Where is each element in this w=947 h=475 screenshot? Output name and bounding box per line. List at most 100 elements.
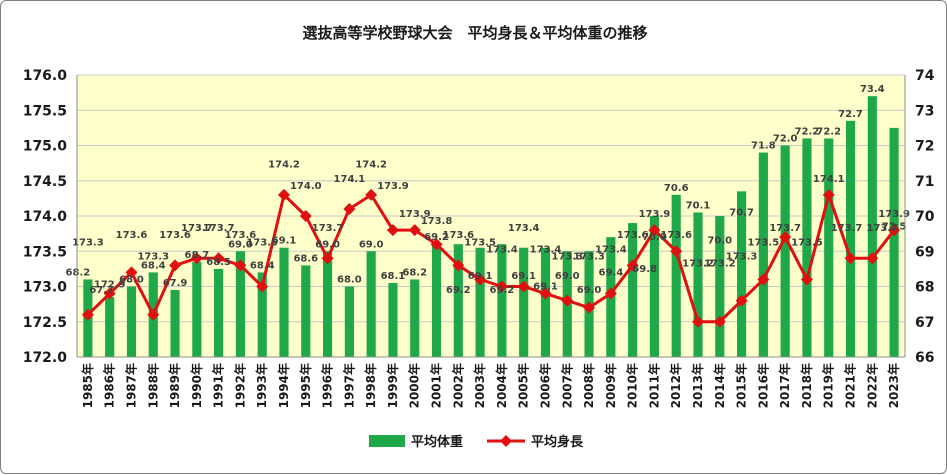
bar-data-label: 69.4 — [598, 267, 623, 278]
y-right-tick: 74 — [915, 68, 935, 84]
line-marker — [583, 301, 596, 314]
line-data-label: 173.9 — [878, 209, 910, 220]
bar-data-label: 68.2 — [66, 267, 91, 278]
line-data-label: 173.2 — [704, 258, 736, 269]
line-marker — [386, 224, 399, 237]
line-data-label: 173.4 — [530, 244, 562, 255]
bar — [802, 138, 812, 357]
y-left-tick: 173.0 — [23, 280, 68, 296]
x-tick-label: 2003年 — [472, 363, 487, 408]
x-tick-label: 2005年 — [516, 363, 531, 408]
line-marker — [234, 259, 247, 272]
bar-series — [83, 96, 899, 358]
bar — [693, 212, 703, 357]
line-data-label: 173.6 — [116, 230, 148, 241]
x-tick-label: 1994年 — [276, 363, 291, 408]
x-tick-label: 1985年 — [80, 363, 95, 408]
x-tick-label: 1993年 — [254, 363, 269, 408]
y-right-tick: 70 — [915, 209, 935, 225]
y-right-tick: 69 — [915, 244, 934, 260]
x-tick-label: 1989年 — [167, 363, 182, 408]
line-data-label: 173.9 — [639, 209, 671, 220]
bar — [497, 244, 507, 357]
bar — [257, 272, 267, 357]
legend-swatch-weight — [369, 435, 405, 447]
bar-data-label: 68.0 — [337, 275, 362, 286]
bar-data-label: 68.1 — [381, 271, 406, 282]
line-data-label: 174.1 — [813, 174, 845, 185]
x-tick-label: 1995年 — [298, 363, 313, 408]
line-marker — [474, 273, 487, 286]
bar-data-label: 68.4 — [250, 260, 275, 271]
bar-data-label: 69.0 — [555, 271, 580, 282]
bar-data-label: 70.6 — [664, 183, 689, 194]
x-tick-label: 2000年 — [407, 363, 422, 408]
axes: 172.0 172.5 173.0 173.5 174.0 174.5 175.0 175.5… — [23, 68, 935, 408]
line-marker — [604, 287, 617, 300]
bar — [126, 286, 137, 357]
line-marker — [495, 280, 508, 293]
line-marker — [343, 202, 356, 215]
line-marker — [408, 224, 421, 237]
line-data-label: 173.4 — [595, 244, 627, 255]
bar — [540, 247, 551, 357]
legend-label-weight: 平均体重 — [411, 434, 463, 450]
x-tick-label: 1996年 — [320, 363, 335, 408]
x-tick-label: 2007年 — [559, 363, 574, 408]
line-marker — [800, 273, 813, 286]
line-marker — [256, 280, 269, 293]
bar — [867, 96, 877, 358]
line-data-label: 172.9 — [94, 280, 126, 291]
line-data-label: 174.0 — [290, 181, 322, 192]
x-tick-label: 2008年 — [581, 363, 596, 408]
data-labels: 68.2 67.7 68.0 68.4 67.9 68.768.5 69.0 68.4 69.1… — [66, 84, 910, 296]
bar — [235, 251, 245, 357]
y-left-tick: 172.5 — [23, 315, 67, 331]
line-series — [81, 188, 901, 328]
bar — [737, 191, 747, 357]
bar-data-label: 67.9 — [163, 278, 188, 289]
bar-data-label: 71.8 — [751, 141, 776, 152]
line-data-label: 173.5 — [791, 237, 823, 248]
x-tick-label: 2017年 — [777, 363, 792, 408]
x-tick-label: 1992年 — [232, 363, 247, 408]
y-left-tick: 175.0 — [23, 139, 68, 155]
x-tick-label: 1997年 — [341, 363, 356, 408]
x-tick-label: 2021年 — [843, 363, 858, 408]
line-data-label: 174.1 — [334, 174, 366, 185]
bar-data-label: 69.1 — [511, 271, 536, 282]
bar-data-label: 70.7 — [729, 208, 754, 219]
line-data-label: 173.7 — [769, 223, 801, 234]
bar — [628, 223, 638, 357]
x-tick-label: 1986年 — [102, 363, 117, 408]
line-marker — [81, 308, 94, 321]
line-marker — [822, 188, 835, 201]
bar — [388, 282, 398, 357]
line-marker — [299, 210, 312, 222]
line-marker — [735, 294, 748, 307]
line-data-label: 173.5 — [748, 237, 780, 248]
x-tick-label: 1987年 — [123, 363, 138, 408]
bar — [105, 297, 115, 357]
x-tick-label: 2016年 — [755, 363, 770, 408]
line-data-label: 173.4 — [508, 223, 540, 234]
x-tick-label: 2009年 — [603, 363, 618, 408]
y-left-tick: 174.5 — [23, 174, 67, 190]
bar-data-label: 69.0 — [359, 239, 384, 250]
bar — [649, 216, 659, 357]
line-data-label: 173.3 — [137, 251, 169, 262]
x-tick-label: 1991年 — [211, 363, 226, 408]
line-data-label: 173.9 — [399, 209, 431, 220]
line-data-label: 173.6 — [617, 230, 649, 241]
bar-data-label: 72.0 — [773, 134, 798, 145]
line-marker — [147, 308, 160, 321]
x-tick-label: 2015年 — [734, 363, 749, 408]
line-data-label: 173.2 — [682, 258, 714, 269]
line-data-label: 173.3 — [551, 251, 583, 262]
line-data-label: 173.7 — [203, 223, 235, 234]
bar-data-label: 72.7 — [838, 109, 863, 120]
line-marker — [321, 252, 334, 265]
line-data-label: 173.7 — [312, 223, 344, 234]
line-marker — [626, 259, 639, 272]
x-tick-label: 2010年 — [625, 363, 640, 408]
